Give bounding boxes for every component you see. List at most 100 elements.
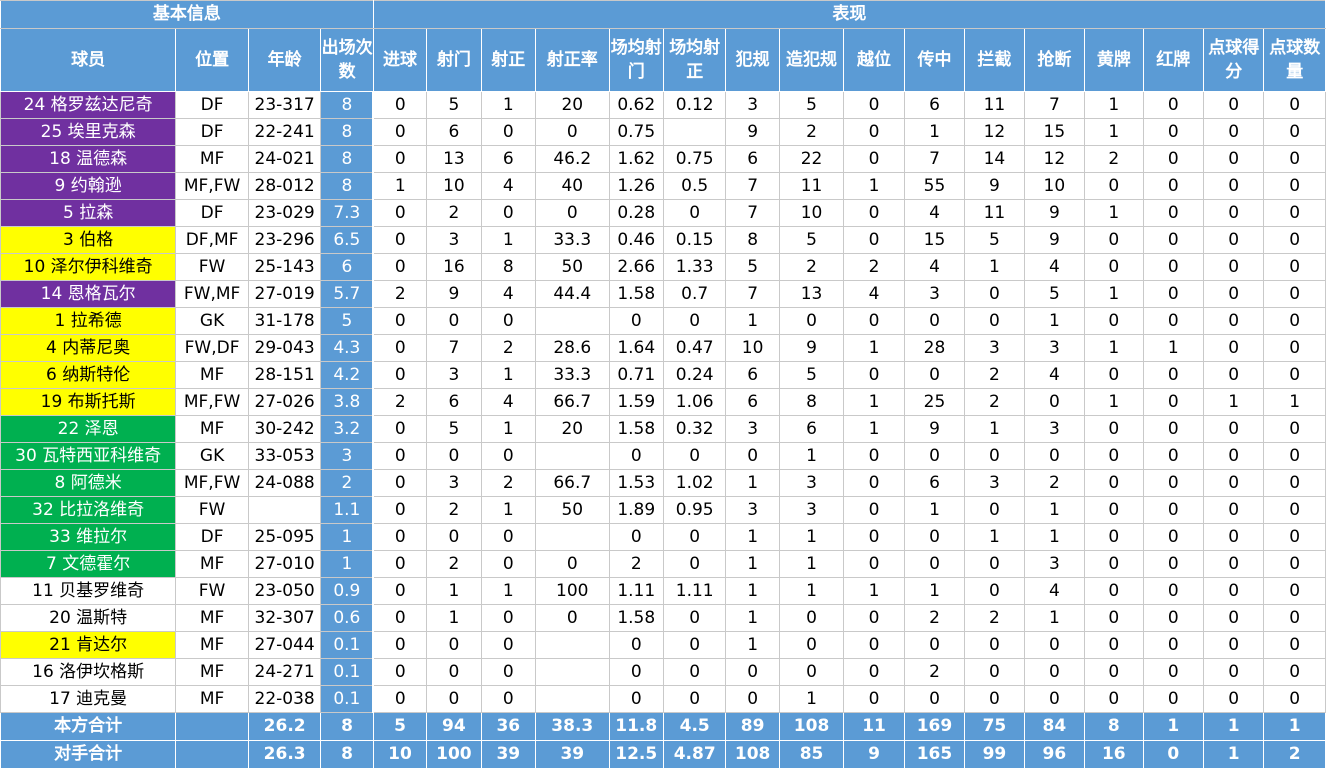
cell-penalty-attempts: 0 (1263, 118, 1326, 146)
cell-shots-on-target: 2 (480, 469, 537, 497)
cell-penalty-goals: 0 (1202, 469, 1265, 497)
cell-yellow-cards: 0 (1084, 577, 1144, 605)
cell-fouled: 11 (778, 172, 845, 200)
table-row: 32 比拉洛维奇 FW 1.1 0 2 1 50 1.89 0.95 3 3 0 1 0 1 0 0 0 0 (0, 496, 1326, 524)
cell-penalty-attempts: 0 (1263, 685, 1326, 713)
cell-shots: 2 (426, 550, 482, 578)
total-cell-fouled: 108 (778, 712, 845, 741)
cell-position: DF (175, 199, 249, 227)
cell-age: 24-271 (247, 658, 322, 686)
cell-player: 9 约翰逊 (0, 172, 177, 200)
cell-shots-on-target: 4 (480, 388, 537, 416)
cell-shots-on-target: 6 (480, 145, 537, 173)
cell-interceptions: 3 (964, 469, 1025, 497)
totals-rows: 本方合计 26.2 8 5 94 36 38.3 11.8 4.5 89 108 11 169 75 84 8… (0, 712, 1326, 769)
cell-fouled: 10 (778, 199, 845, 227)
cell-crosses: 6 (903, 91, 966, 119)
cell-fouls: 1 (725, 604, 780, 632)
cell-penalty-goals: 0 (1202, 415, 1265, 443)
cell-appearances: 0.1 (320, 685, 374, 713)
table-row: 8 阿德米 MF,FW 24-088 2 0 3 2 66.7 1.53 1.02 1 3 0 6 3 2 0 0… (0, 469, 1326, 497)
table-row: 11 贝基罗维奇 FW 23-050 0.9 0 1 1 100 1.11 1.11 1 1 1 1 0 4 0… (0, 577, 1326, 605)
total-cell-penalty-goals: 1 (1202, 740, 1265, 769)
cell-tackles: 0 (1023, 631, 1086, 659)
cell-position: MF (175, 145, 249, 173)
cell-penalty-attempts: 0 (1263, 199, 1326, 227)
cell-fouls: 1 (725, 631, 780, 659)
cell-position: MF (175, 415, 249, 443)
cell-sot-per-game: 0.24 (662, 361, 727, 389)
cell-yellow-cards: 0 (1084, 442, 1144, 470)
cell-red-cards: 0 (1142, 307, 1204, 335)
cell-yellow-cards: 1 (1084, 388, 1144, 416)
cell-shots-per-game: 0 (608, 307, 664, 335)
cell-age: 28-151 (247, 361, 322, 389)
cell-goals: 2 (372, 280, 428, 308)
cell-penalty-attempts: 0 (1263, 496, 1326, 524)
cell-shots: 5 (426, 415, 482, 443)
cell-red-cards: 0 (1142, 145, 1204, 173)
cell-penalty-goals: 0 (1202, 91, 1265, 119)
cell-interceptions: 1 (964, 415, 1025, 443)
cell-penalty-attempts: 0 (1263, 172, 1326, 200)
cell-shots: 16 (426, 253, 482, 281)
cell-goals: 0 (372, 91, 428, 119)
cell-accuracy: 0 (535, 604, 610, 632)
cell-accuracy: 66.7 (535, 388, 610, 416)
cell-crosses: 0 (903, 550, 966, 578)
cell-sot-per-game: 0 (662, 199, 727, 227)
cell-penalty-goals: 0 (1202, 496, 1265, 524)
cell-shots-per-game: 1.58 (608, 604, 664, 632)
cell-sot-per-game: 0 (662, 685, 727, 713)
cell-sot-per-game: 0 (662, 631, 727, 659)
cell-appearances: 5 (320, 307, 374, 335)
total-cell-yellow-cards: 16 (1084, 740, 1144, 769)
cell-age: 30-242 (247, 415, 322, 443)
cell-crosses: 0 (903, 631, 966, 659)
cell-red-cards: 0 (1142, 172, 1204, 200)
cell-sot-per-game: 0.95 (662, 496, 727, 524)
col-header-age: 年龄 (247, 28, 322, 92)
cell-yellow-cards: 1 (1084, 280, 1144, 308)
cell-goals: 0 (372, 550, 428, 578)
cell-tackles: 3 (1023, 334, 1086, 362)
cell-crosses: 4 (903, 253, 966, 281)
cell-yellow-cards: 0 (1084, 469, 1144, 497)
total-cell-fouls: 108 (725, 740, 780, 769)
group-basic-info: 基本信息 (0, 0, 374, 29)
cell-crosses: 3 (903, 280, 966, 308)
cell-crosses: 1 (903, 118, 966, 146)
cell-fouled: 3 (778, 496, 845, 524)
cell-goals: 0 (372, 415, 428, 443)
cell-crosses: 2 (903, 658, 966, 686)
col-header-position: 位置 (175, 28, 249, 92)
cell-tackles: 3 (1023, 415, 1086, 443)
total-cell-shots: 94 (426, 712, 482, 741)
cell-shots-on-target: 8 (480, 253, 537, 281)
cell-shots-per-game: 1.26 (608, 172, 664, 200)
cell-offsides: 1 (843, 415, 905, 443)
total-cell-shots-on-target: 39 (480, 740, 537, 769)
cell-goals: 0 (372, 145, 428, 173)
cell-shots: 1 (426, 577, 482, 605)
table-row: 10 泽尔伊科维奇 FW 25-143 6 0 16 8 50 2.66 1.33 5 2 2 4 1 4 0 0… (0, 253, 1326, 281)
cell-player: 3 伯格 (0, 226, 177, 254)
cell-crosses: 0 (903, 685, 966, 713)
table-row: 19 布斯托斯 MF,FW 27-026 3.8 2 6 4 66.7 1.59 1.06 6 8 1 2… (0, 388, 1326, 416)
cell-crosses: 6 (903, 469, 966, 497)
cell-offsides: 4 (843, 280, 905, 308)
cell-shots-on-target: 2 (480, 334, 537, 362)
cell-crosses: 1 (903, 577, 966, 605)
totals-row-opponent: 对手合计 26.3 8 10 100 39 39 12.5 4.87 108 85 9 165 99 96 1… (0, 740, 1326, 769)
cell-fouled: 22 (778, 145, 845, 173)
cell-fouls: 0 (725, 442, 780, 470)
cell-shots: 3 (426, 226, 482, 254)
cell-penalty-goals: 0 (1202, 280, 1265, 308)
cell-tackles: 1 (1023, 523, 1086, 551)
cell-shots: 0 (426, 631, 482, 659)
group-header-row: 基本信息 表现 (0, 0, 1326, 29)
cell-age: 22-241 (247, 118, 322, 146)
cell-yellow-cards: 1 (1084, 91, 1144, 119)
cell-player: 17 迪克曼 (0, 685, 177, 713)
cell-tackles: 7 (1023, 91, 1086, 119)
